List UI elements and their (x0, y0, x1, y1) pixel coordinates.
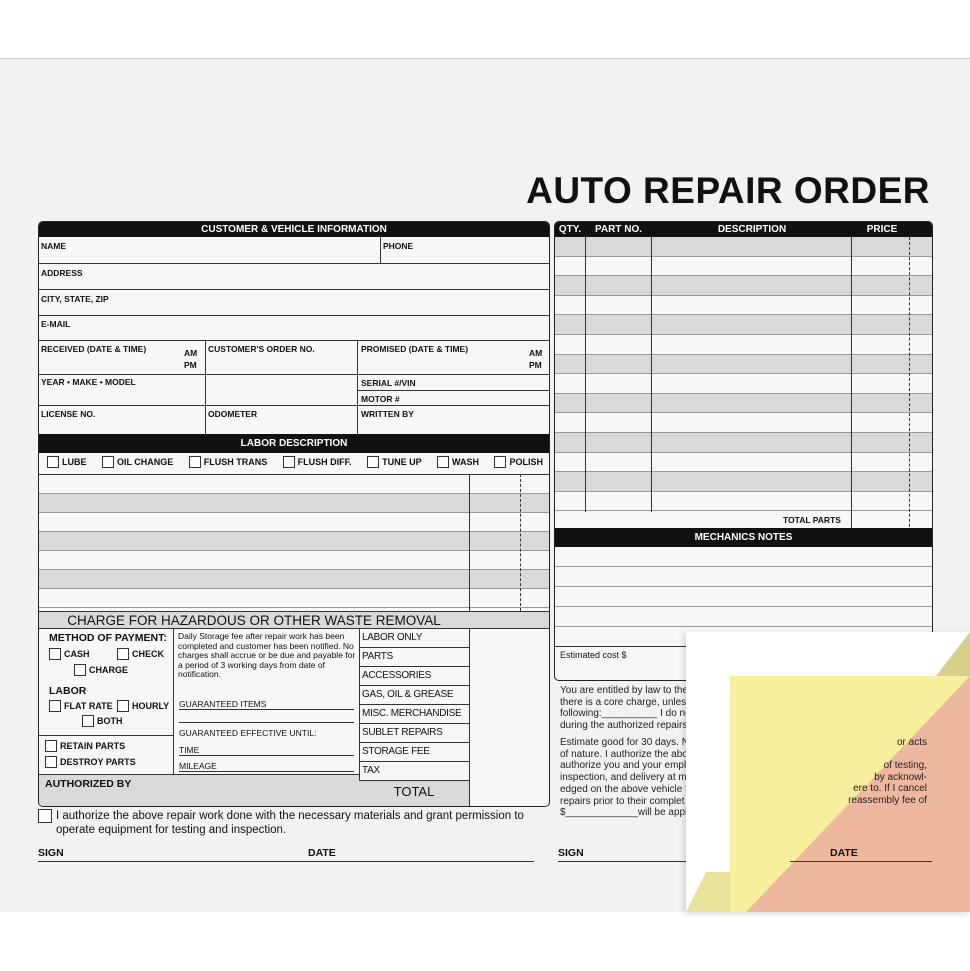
check-checkbox[interactable]: CHECK (117, 648, 164, 660)
authorized-by-field[interactable]: AUTHORIZED BY (45, 778, 132, 790)
parts-row[interactable] (555, 492, 932, 512)
promised-field[interactable]: PROMISED (DATE & TIME) (361, 344, 469, 354)
both-checkbox[interactable]: BOTH (82, 715, 123, 727)
storage-fee-notice: Daily Storage fee after repair work has … (178, 632, 356, 680)
time-field[interactable]: TIME (179, 745, 354, 756)
parts-row[interactable] (555, 472, 932, 492)
charge-checkbox[interactable]: CHARGE (74, 664, 128, 676)
total-parts-label: TOTAL PARTS (783, 515, 841, 525)
email-field[interactable]: E-MAIL (41, 319, 71, 329)
parts-row[interactable] (555, 237, 932, 257)
destroy-parts-checkbox[interactable]: DESTROY PARTS (45, 756, 136, 768)
legal-text-1: You are entitled by law to the there is a… (560, 685, 694, 732)
hourly-checkbox[interactable]: HOURLY (117, 700, 169, 712)
parts-rows[interactable] (555, 237, 932, 512)
payment-method-label: METHOD OF PAYMENT: (49, 632, 167, 644)
hazardous-waste-charge: CHARGE FOR HAZARDOUS OR OTHER WASTE REMO… (39, 611, 549, 629)
lube-checkbox[interactable]: LUBE (47, 456, 87, 468)
parts-row[interactable] (555, 354, 932, 375)
address-field[interactable]: ADDRESS (41, 268, 83, 278)
flush-diff-checkbox[interactable]: FLUSH DIFF. (282, 456, 352, 468)
written-by-field[interactable]: WRITTEN BY (361, 409, 414, 419)
grand-total-label: TOTAL (359, 781, 469, 806)
city-state-zip-field[interactable]: CITY, STATE, ZIP (41, 294, 109, 304)
tax-total: TAX (359, 762, 469, 781)
yellow-corner-fold (936, 632, 970, 676)
pm-label: PM (529, 360, 542, 370)
oil-change-checkbox[interactable]: OIL CHANGE (101, 456, 173, 468)
authorize-text: I authorize the above repair work done w… (56, 810, 524, 836)
section-header: CUSTOMER & VEHICLE INFORMATION (39, 222, 549, 237)
am-label: AM (184, 348, 198, 358)
pink-copy-sheet (746, 676, 970, 912)
misc-merchandise-total: MISC. MERCHANDISE (359, 705, 469, 724)
legal-peek-text-2: of testing, by acknowl-ere to. If I cance… (848, 760, 927, 807)
storage-fee-total: STORAGE FEE (359, 743, 469, 762)
flush-trans-checkbox[interactable]: FLUSH TRANS (188, 456, 267, 468)
parts-row[interactable] (555, 335, 932, 355)
parts-row[interactable] (555, 257, 932, 277)
parts-row[interactable] (555, 276, 932, 296)
parts-total: PARTS (359, 648, 469, 667)
labor-options: LUBE OIL CHANGE FLUSH TRANS FLUSH DIFF. … (47, 456, 543, 468)
polish-checkbox[interactable]: POLISH (494, 456, 543, 468)
form-title: AUTO REPAIR ORDER (526, 170, 930, 211)
customer-order-field[interactable]: CUSTOMER'S ORDER NO. (208, 344, 315, 354)
labor-only-total: LABOR ONLY (359, 629, 469, 648)
cash-checkbox[interactable]: CASH (49, 648, 90, 660)
totals-labels: LABOR ONLY PARTS ACCESSORIES GAS, OIL & … (359, 629, 469, 806)
parts-row[interactable] (555, 296, 932, 316)
accessories-total: ACCESSORIES (359, 667, 469, 686)
sign-line-left[interactable]: SIGN DATE (38, 847, 534, 862)
tune-up-checkbox[interactable]: TUNE UP (367, 456, 422, 468)
date-line-right[interactable]: DATE (790, 847, 932, 862)
odometer-field[interactable]: ODOMETER (208, 409, 258, 419)
customer-vehicle-section: CUSTOMER & VEHICLE INFORMATION NAME PHON… (38, 221, 550, 807)
pm-label: PM (184, 360, 197, 370)
parts-section: QTY. PART NO. DESCRIPTION PRICE TOTAL PARTS… (554, 221, 933, 681)
sign-line-right[interactable]: SIGN (558, 847, 686, 862)
parts-header: QTY. PART NO. DESCRIPTION PRICE (555, 222, 932, 237)
phone-field[interactable]: PHONE (383, 241, 414, 251)
wash-checkbox[interactable]: WASH (437, 456, 479, 468)
serial-vin-field[interactable]: SERIAL #/VIN (361, 378, 416, 388)
parts-row[interactable] (555, 432, 932, 453)
mileage-field[interactable]: MILEAGE (179, 761, 354, 772)
parts-row[interactable] (555, 374, 932, 394)
legal-peek-text: or acts (896, 737, 927, 748)
parts-row[interactable] (555, 315, 932, 335)
retain-parts-checkbox[interactable]: RETAIN PARTS (45, 740, 125, 752)
estimated-cost-field[interactable]: Estimated cost $ (560, 650, 627, 660)
labor-lines[interactable] (39, 474, 549, 608)
authorize-checkbox[interactable]: I authorize the above repair work done w… (38, 809, 548, 837)
parts-row[interactable] (555, 453, 932, 473)
labor-header: LABOR DESCRIPTION (39, 434, 549, 453)
carbon-copy-sheets (686, 632, 970, 912)
year-make-model-field[interactable]: YEAR • MAKE • MODEL (41, 377, 136, 387)
am-label: AM (529, 348, 543, 358)
parts-row[interactable] (555, 413, 932, 433)
flat-rate-checkbox[interactable]: FLAT RATE (49, 700, 113, 712)
guaranteed-until-label: GUARANTEED EFFECTIVE UNTIL: (179, 728, 317, 738)
guaranteed-items-field[interactable]: GUARANTEED ITEMS (179, 699, 354, 710)
parts-row[interactable] (555, 393, 932, 414)
license-field[interactable]: LICENSE NO. (41, 409, 96, 419)
motor-field[interactable]: MOTOR # (361, 394, 400, 404)
mechanics-notes-header: MECHANICS NOTES (555, 528, 932, 547)
received-field[interactable]: RECEIVED (DATE & TIME) (41, 344, 147, 354)
gas-oil-grease-total: GAS, OIL & GREASE (359, 686, 469, 705)
labor-type-label: LABOR (49, 685, 87, 697)
name-field[interactable]: NAME (41, 241, 67, 251)
sublet-repairs-total: SUBLET REPAIRS (359, 724, 469, 743)
